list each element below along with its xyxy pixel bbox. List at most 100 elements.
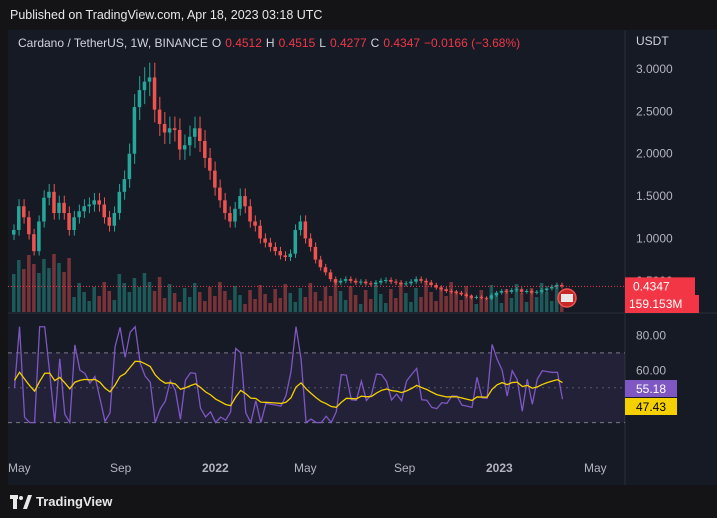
us-flag-stripes xyxy=(561,294,573,302)
volume-bar xyxy=(198,292,202,312)
candle-body xyxy=(97,200,101,205)
volume-bar xyxy=(429,292,433,312)
tradingview-brand: TradingView xyxy=(36,494,113,509)
volume-bar xyxy=(494,294,499,312)
x-tick-label: Sep xyxy=(110,461,132,475)
rsi-ma-value-label: 47.43 xyxy=(636,400,666,414)
candle-body xyxy=(529,290,534,293)
close-value: 0.4347 xyxy=(383,36,421,50)
candle-body xyxy=(499,290,504,293)
open-key: O xyxy=(211,36,222,50)
candle-body xyxy=(519,289,524,292)
candle-body xyxy=(328,272,333,280)
ohlc-legend: Cardano / TetherUS, 1W, BINANCE O 0.4512 … xyxy=(18,36,520,50)
candle-body xyxy=(318,259,323,268)
volume-bar xyxy=(177,302,182,312)
candle-body xyxy=(162,124,167,133)
candle-body xyxy=(368,283,373,285)
volume-bar xyxy=(112,300,117,312)
volume-bar xyxy=(343,300,348,312)
volume-bar xyxy=(454,291,458,312)
candle-body xyxy=(62,202,66,214)
volume-bar xyxy=(162,298,167,312)
candle-body xyxy=(559,284,564,287)
y-tick-label: 1.0000 xyxy=(636,231,673,245)
volume-bar xyxy=(338,291,343,312)
volume-bar xyxy=(67,258,71,312)
candle-body xyxy=(67,213,71,230)
volume-bar xyxy=(248,290,252,312)
candle-body xyxy=(137,90,142,108)
candle-body xyxy=(167,128,172,133)
y-tick-label: 1.5000 xyxy=(636,189,673,203)
volume-bar xyxy=(318,301,323,312)
volume-bar xyxy=(449,282,453,312)
volume-bar xyxy=(479,290,484,312)
y-tick-label: 2.5000 xyxy=(636,104,673,118)
volume-bar xyxy=(157,277,162,312)
volume-bar xyxy=(122,283,127,312)
x-tick-label: Sep xyxy=(394,461,416,475)
volume-bar xyxy=(504,289,509,312)
volume-bar xyxy=(363,290,368,312)
candle-body xyxy=(253,221,257,226)
close-key: C xyxy=(370,36,380,50)
volume-bar xyxy=(218,282,222,312)
candle-body xyxy=(469,296,474,298)
candle-body xyxy=(414,279,418,282)
chart-area[interactable] xyxy=(8,30,717,485)
volume-bar xyxy=(37,273,41,312)
candle-body xyxy=(12,229,16,235)
candle-body xyxy=(464,294,468,297)
candle-body xyxy=(17,206,21,230)
candle-body xyxy=(102,204,107,218)
volume-bar xyxy=(142,273,147,312)
candle-body xyxy=(419,279,423,281)
volume-bar xyxy=(223,291,227,312)
candle-body xyxy=(182,145,187,150)
volume-bar xyxy=(384,303,388,312)
candle-body xyxy=(554,284,559,287)
volume-bar xyxy=(554,287,559,312)
volume-bar xyxy=(57,263,61,312)
candle-body xyxy=(112,213,117,226)
candle-body xyxy=(213,170,217,188)
tradingview-logo[interactable]: TradingView xyxy=(10,494,112,509)
candle-body xyxy=(439,287,443,290)
volume-bar xyxy=(419,297,423,312)
volume-bar xyxy=(404,293,408,312)
candle-body xyxy=(142,81,147,91)
footer: TradingView xyxy=(0,485,717,518)
candle-body xyxy=(454,291,458,293)
volume-bar xyxy=(293,302,298,312)
volume-bar xyxy=(534,297,539,312)
candle-body xyxy=(293,229,298,254)
rsi-value-label: 55.18 xyxy=(636,382,666,396)
candle-body xyxy=(278,251,282,256)
candle-body xyxy=(57,202,61,214)
volume-bar xyxy=(87,301,91,312)
candle-body xyxy=(32,234,36,252)
volume-bar xyxy=(22,269,26,312)
candle-body xyxy=(218,187,222,201)
candle-body xyxy=(268,242,272,247)
candle-body xyxy=(459,292,463,295)
rsi-tick-label: 60.00 xyxy=(636,363,666,377)
volume-bar xyxy=(424,283,428,312)
volume-bar xyxy=(394,298,398,312)
candle-body xyxy=(504,290,509,292)
volume-bar xyxy=(298,288,303,312)
volume-bar xyxy=(323,287,328,312)
candle-body xyxy=(298,221,303,230)
change-value: −0.0166 (−3.68%) xyxy=(424,36,521,50)
volume-bar xyxy=(519,293,524,312)
volume-bar xyxy=(328,296,333,312)
volume-bar xyxy=(308,283,313,312)
candle-body xyxy=(348,279,353,281)
volume-bar xyxy=(97,296,101,312)
y-tick-label: 3.0000 xyxy=(636,62,673,76)
candle-body xyxy=(47,191,51,198)
last-price-label: 0.4347 xyxy=(633,279,670,293)
